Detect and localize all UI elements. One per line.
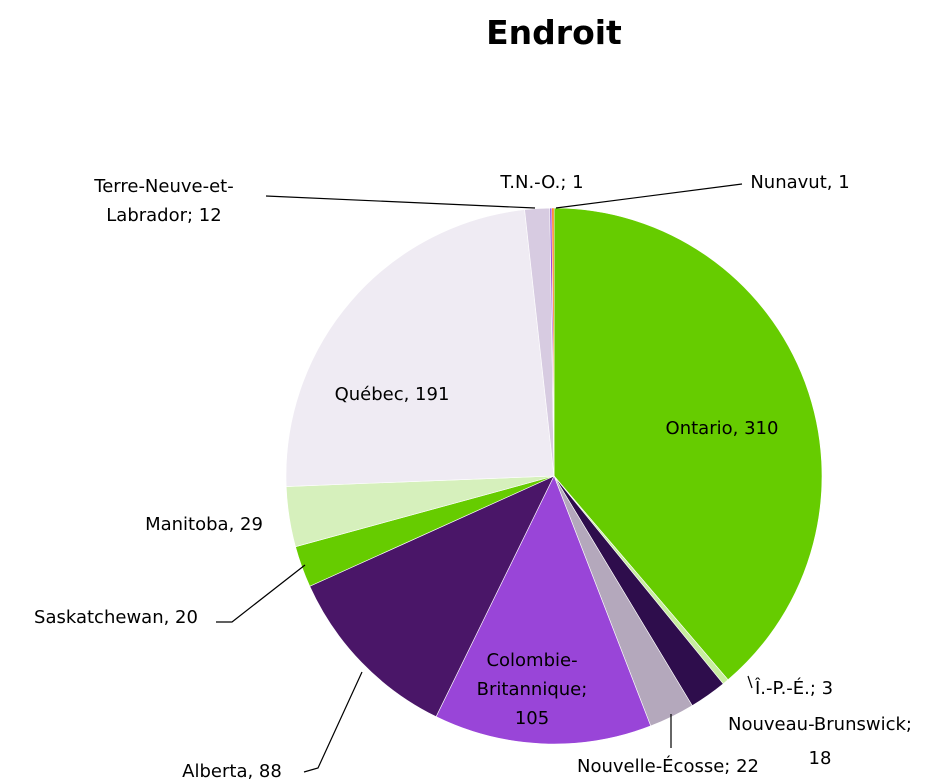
data-label: Alberta, 88 xyxy=(182,761,282,782)
leader-line xyxy=(303,671,363,773)
data-label: Saskatchewan, 20 xyxy=(34,607,198,628)
data-label: Colombie-Britannique; 105 xyxy=(477,650,588,729)
leader-line xyxy=(747,675,753,689)
pie xyxy=(285,207,823,745)
chart-title: Endroit xyxy=(486,13,622,52)
data-label: Î.-P.-É.; 3 xyxy=(754,677,833,699)
pie-slice xyxy=(435,475,652,745)
pie-slice xyxy=(553,207,823,681)
leader-line xyxy=(265,195,536,209)
data-label: Nunavut, 1 xyxy=(750,172,849,193)
data-label: Ontario, 310 xyxy=(666,418,779,439)
pie-slice xyxy=(285,209,555,487)
pie-slice xyxy=(551,207,555,477)
data-label: Nouvelle-Écosse; 22 xyxy=(577,755,759,777)
data-label: Québec, 191 xyxy=(335,384,450,405)
data-label: Terre-Neuve-et-Labrador; 12 xyxy=(93,176,233,226)
data-label: T.N.-O.; 1 xyxy=(499,172,583,193)
leader-line xyxy=(216,564,306,623)
data-label: Nouveau-Brunswick; 18 xyxy=(728,714,912,769)
data-label: Manitoba, 29 xyxy=(145,514,263,535)
pie-slice xyxy=(309,475,555,718)
labels: Ontario, 310 Î.-P.-É.; 3 Nouveau-Brunswick… xyxy=(34,172,912,782)
leader-line xyxy=(555,183,743,209)
